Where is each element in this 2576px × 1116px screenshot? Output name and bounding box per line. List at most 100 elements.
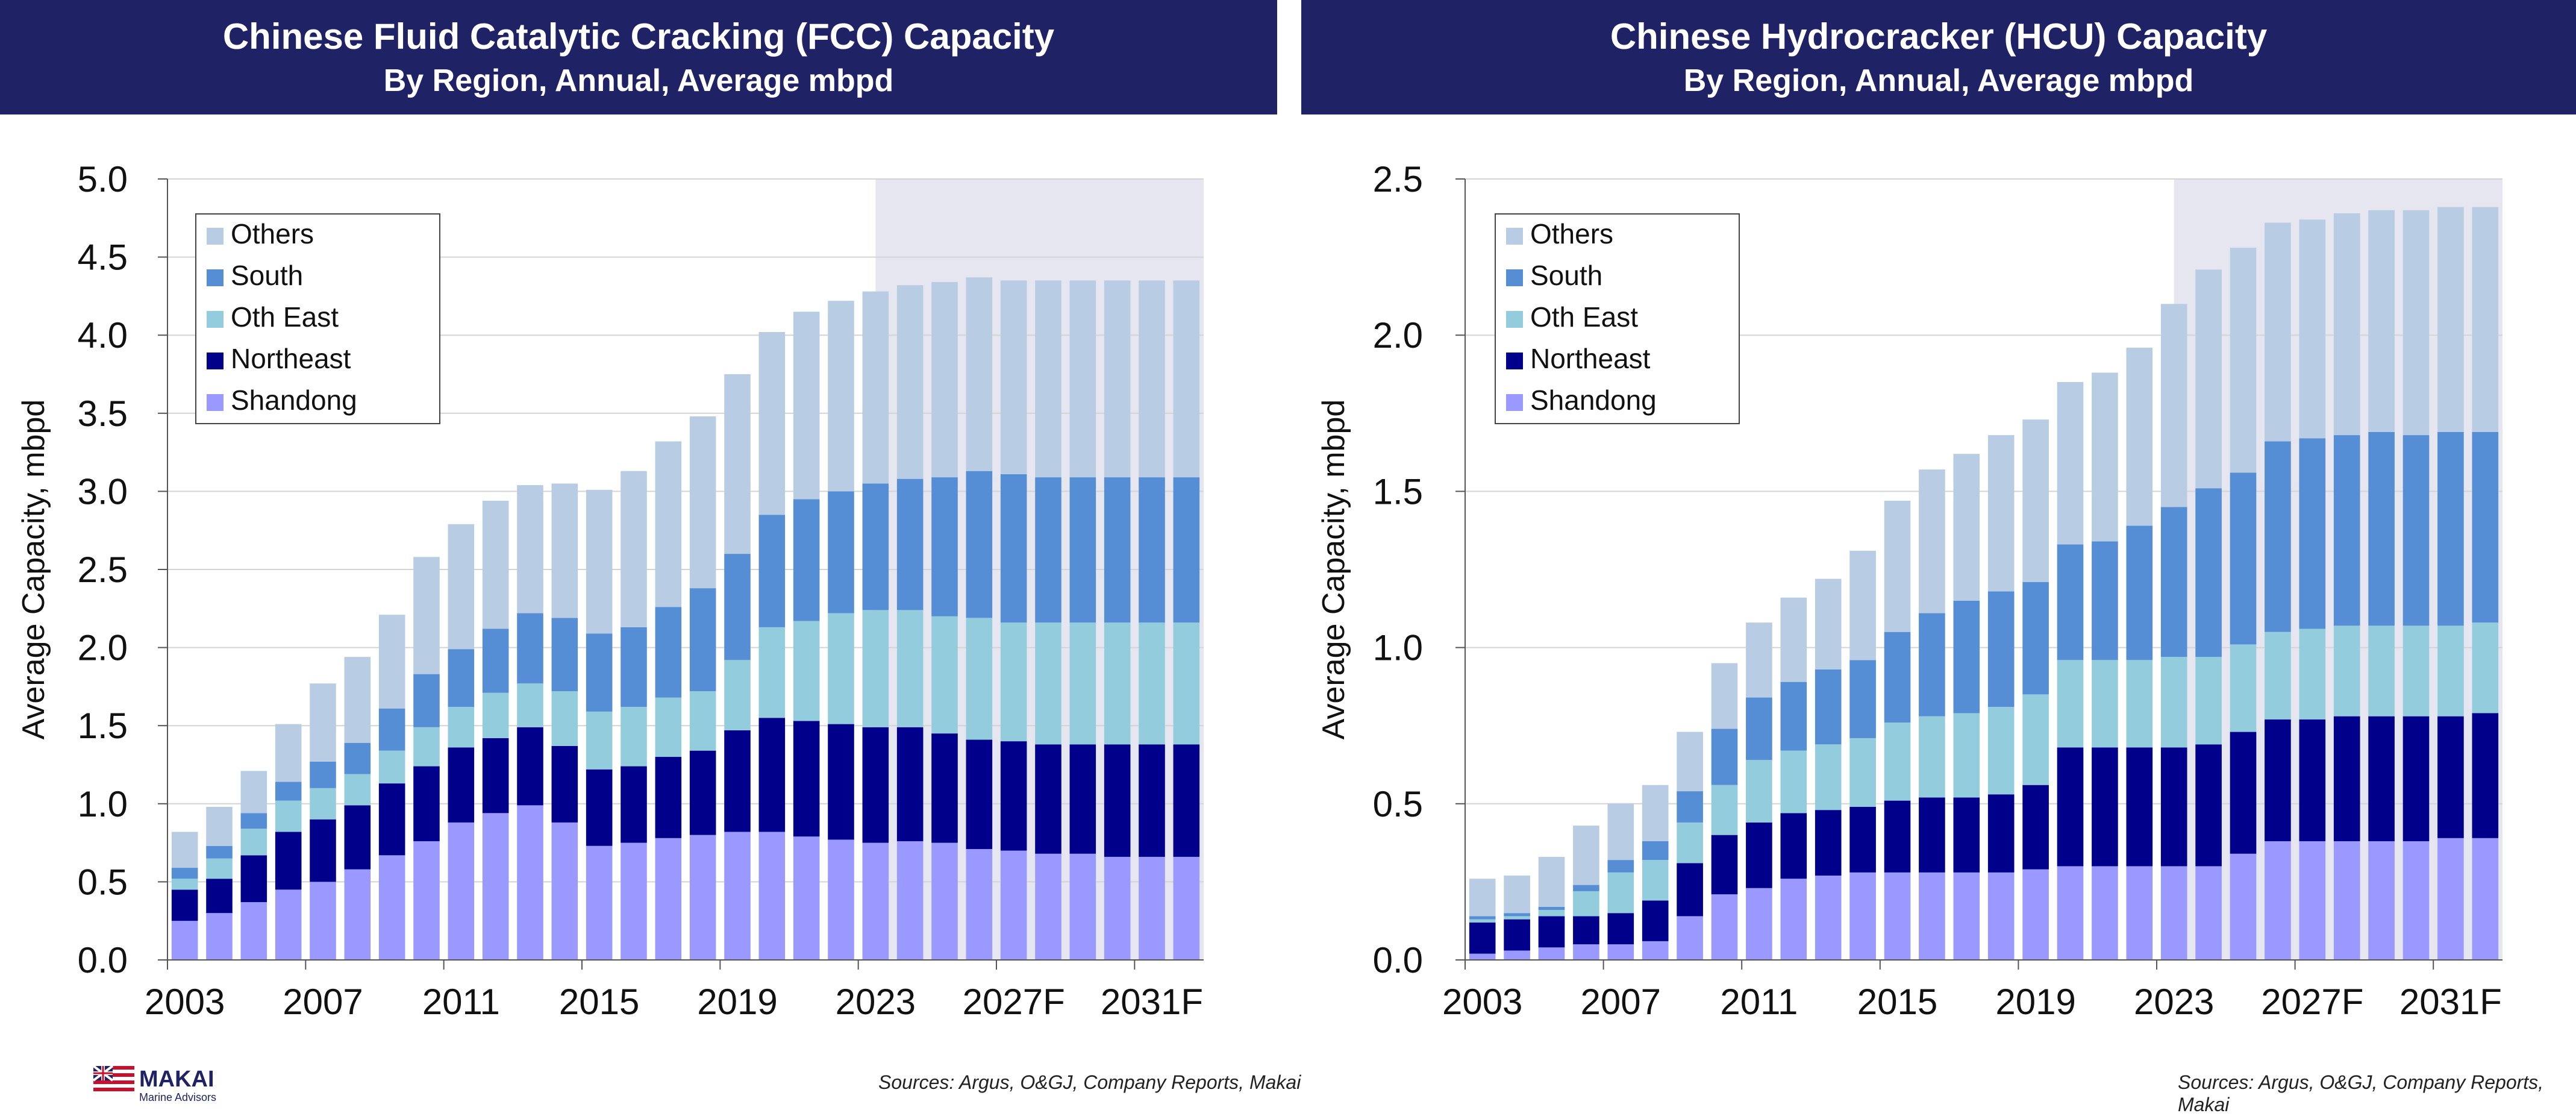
fcc-bar-south <box>310 761 336 788</box>
fcc-bar-others <box>448 524 475 650</box>
fcc-y-tick-label: 0.0 <box>78 940 128 980</box>
hcu-bar-northeast <box>1573 916 1599 945</box>
fcc-legend-swatch-south <box>207 269 224 286</box>
hcu-bar-shandong <box>1469 953 1496 960</box>
hcu-y-tick-label: 2.5 <box>1373 159 1423 199</box>
fcc-bar-south <box>758 515 786 627</box>
hcu-legend-label-shandong: Shandong <box>1530 384 1657 416</box>
fcc-bar-shandong <box>828 839 854 960</box>
fcc-bar-northeast <box>931 733 958 843</box>
fcc-bar-others <box>240 771 267 813</box>
hcu-y-tick-label: 0.0 <box>1373 940 1423 980</box>
flag-icon <box>93 1065 134 1095</box>
fcc-bar-oth-east <box>378 750 405 784</box>
fcc-bar-south <box>448 649 475 707</box>
fcc-bar-northeast <box>1173 744 1200 857</box>
hcu-bar-south <box>2022 582 2049 695</box>
fcc-bar-northeast <box>378 783 405 856</box>
fcc-bar-others <box>171 832 198 868</box>
fcc-legend-label-others: Others <box>231 218 314 249</box>
hcu-bar-south <box>1953 600 1980 713</box>
fcc-bar-oth-east <box>689 691 716 751</box>
fcc-bar-others <box>413 557 440 674</box>
hcu-bar-shandong <box>1538 947 1565 960</box>
hcu-bar-northeast <box>1780 813 1807 879</box>
fcc-bar-northeast <box>724 730 751 832</box>
fcc-y-tick-label: 5.0 <box>78 159 128 199</box>
hcu-y-tick-label: 1.0 <box>1373 628 1423 668</box>
fcc-bar-northeast <box>344 805 371 870</box>
hcu-bar-shandong <box>1746 888 1772 960</box>
fcc-bar-northeast <box>517 727 543 806</box>
fcc-bar-others <box>310 683 336 762</box>
fcc-bar-oth-east <box>1069 622 1096 745</box>
fcc-bar-northeast <box>655 757 682 838</box>
hcu-bar-northeast <box>2057 747 2084 867</box>
fcc-bar-others <box>586 489 613 634</box>
fcc-x-tick-label: 2027F <box>963 982 1065 1022</box>
hcu-bar-south <box>1607 860 1634 873</box>
hcu-bar-south <box>2437 431 2464 626</box>
hcu-bar-south <box>1573 885 1599 891</box>
hcu-bar-others <box>1538 856 1565 907</box>
hcu-bar-oth-east <box>2333 625 2360 716</box>
fcc-bar-south <box>862 483 889 610</box>
fcc-bar-northeast <box>482 738 509 813</box>
hcu-bar-south <box>2472 431 2499 623</box>
fcc-bar-northeast <box>1139 744 1165 857</box>
hcu-bar-south <box>1677 791 1703 823</box>
fcc-y-tick-label: 1.5 <box>78 706 128 746</box>
hcu-bar-oth-east <box>1849 738 1876 807</box>
fcc-bar-shandong <box>482 813 509 960</box>
hcu-bar-northeast <box>1607 913 1634 945</box>
hcu-bar-shandong <box>1849 872 1876 960</box>
hcu-bar-others <box>2265 222 2291 442</box>
hcu-bar-others <box>2437 207 2464 432</box>
hcu-bar-shandong <box>1780 879 1807 960</box>
hcu-bar-south <box>1538 906 1565 911</box>
hcu-bar-northeast <box>1746 822 1772 888</box>
fcc-bar-others <box>1035 280 1061 478</box>
fcc-bar-shandong <box>275 889 302 960</box>
fcc-y-tick-label: 3.0 <box>78 471 128 512</box>
fcc-bar-oth-east <box>1139 622 1165 745</box>
hcu-bar-others <box>2299 219 2326 439</box>
right-source-note: Sources: Argus, O&GJ, Company Reports, M… <box>2178 1071 2544 1115</box>
hcu-bar-northeast <box>1642 900 1669 941</box>
left-chart-subtitle: By Region, Annual, Average mbpd <box>383 63 894 98</box>
fcc-bar-others <box>828 301 854 492</box>
hcu-bar-northeast <box>2126 747 2153 867</box>
fcc-bar-oth-east <box>1035 622 1061 745</box>
hcu-legend-label-south: South <box>1530 260 1602 291</box>
hcu-bar-oth-east <box>2126 660 2153 748</box>
fcc-bar-shandong <box>793 836 820 960</box>
hcu-bar-oth-east <box>2057 660 2084 748</box>
fcc-bar-oth-east <box>275 800 302 832</box>
fcc-bar-others <box>206 806 233 846</box>
hcu-bar-south <box>1746 697 1772 760</box>
fcc-bar-oth-east <box>586 711 613 770</box>
fcc-bar-northeast <box>448 747 475 823</box>
hcu-bar-northeast <box>1884 800 1911 873</box>
hcu-bar-oth-east <box>1919 716 1945 798</box>
fcc-bar-northeast <box>1104 744 1131 857</box>
fcc-bar-south <box>1069 477 1096 623</box>
hcu-legend-swatch-northeast <box>1506 353 1523 369</box>
hcu-bar-others <box>2195 269 2222 489</box>
hcu-bar-others <box>2057 381 2084 545</box>
fcc-bar-shandong <box>344 869 371 960</box>
hcu-bar-south <box>2368 431 2395 626</box>
hcu-bar-shandong <box>1573 944 1599 960</box>
fcc-bar-shandong <box>1000 850 1027 960</box>
hcu-bar-oth-east <box>2299 629 2326 719</box>
fcc-bar-others <box>621 471 647 627</box>
fcc-bar-others <box>482 500 509 629</box>
hcu-bar-oth-east <box>1538 910 1565 917</box>
hcu-bar-northeast <box>2402 716 2430 842</box>
hcu-bar-others <box>2092 372 2118 542</box>
fcc-bar-shandong <box>1139 856 1165 960</box>
hcu-bar-others <box>2022 419 2049 582</box>
hcu-bar-shandong <box>2333 841 2360 960</box>
fcc-bar-oth-east <box>344 774 371 806</box>
hcu-bar-oth-east <box>1815 744 1842 810</box>
